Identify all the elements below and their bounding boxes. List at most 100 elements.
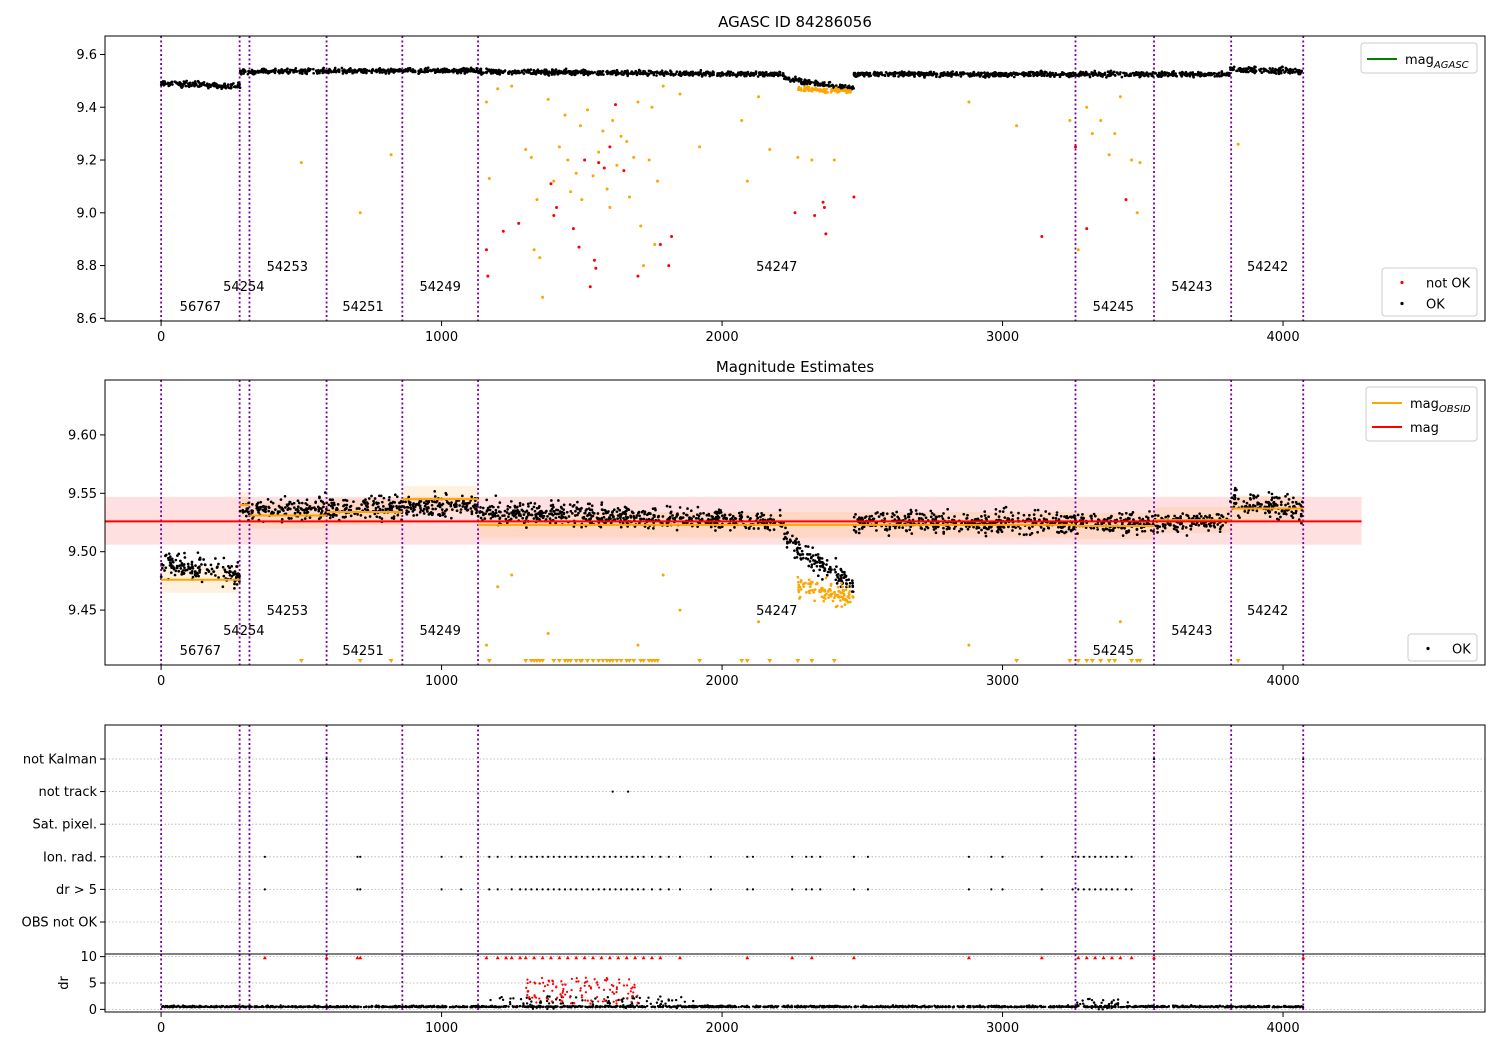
data-point [837, 579, 840, 583]
data-point [786, 77, 790, 81]
data-point [917, 516, 921, 520]
data-point [783, 532, 786, 536]
obsid-label: 54242 [1247, 604, 1288, 619]
data-point [398, 508, 401, 511]
data-point [639, 71, 643, 75]
data-point [1228, 74, 1231, 77]
data-point [1249, 69, 1252, 73]
data-point [806, 79, 810, 82]
data-point [940, 71, 943, 75]
data-point [1119, 516, 1122, 520]
lower-limit-marker [590, 659, 596, 663]
data-point [372, 502, 376, 505]
data-point [1274, 67, 1277, 71]
data-point [832, 158, 836, 162]
data-point [636, 274, 640, 278]
data-point [512, 71, 516, 75]
data-point [295, 69, 299, 73]
agasc-magnitude-panel: AGASC ID 84286056 5676754254542535425154… [76, 13, 1486, 345]
data-point [1110, 528, 1114, 532]
data-point [1125, 74, 1129, 77]
data-point [475, 66, 479, 70]
agasc-axes-frame [104, 35, 1486, 322]
data-point [556, 72, 560, 76]
data-point [190, 570, 194, 573]
data-point [894, 72, 897, 75]
data-point [941, 517, 945, 521]
data-point [389, 67, 393, 71]
data-point [1048, 71, 1052, 74]
data-point [1262, 67, 1266, 71]
data-point [433, 68, 437, 72]
data-point [571, 512, 574, 515]
data-point [573, 73, 576, 76]
data-point [647, 158, 651, 162]
data-point [522, 513, 526, 516]
data-point [1286, 492, 1289, 496]
data-point [1248, 503, 1252, 507]
data-point [759, 515, 762, 519]
data-point [967, 643, 971, 647]
data-point [1152, 530, 1155, 533]
data-point [848, 600, 852, 604]
data-point [458, 504, 461, 507]
legend-frame [1381, 267, 1478, 317]
data-point [1176, 525, 1179, 529]
data-point [498, 501, 502, 505]
data-point [308, 516, 312, 519]
data-point [1156, 514, 1160, 517]
data-point [1118, 620, 1122, 624]
data-point [844, 588, 848, 592]
data-point [212, 570, 215, 574]
data-point [183, 556, 187, 559]
data-point [554, 68, 558, 71]
data-point [170, 565, 174, 568]
data-point [464, 505, 468, 509]
data-point [488, 508, 492, 512]
data-point [697, 517, 700, 520]
data-point [455, 499, 458, 503]
data-point [1003, 516, 1007, 519]
data-point [562, 71, 565, 74]
data-point [552, 509, 556, 513]
data-point [1059, 529, 1063, 533]
data-point [834, 593, 837, 596]
data-point [624, 70, 628, 74]
data-point [503, 514, 506, 517]
data-point [1036, 71, 1040, 74]
data-point [533, 509, 537, 513]
data-point [665, 504, 669, 508]
data-point [1006, 517, 1010, 521]
data-point [433, 495, 437, 498]
data-point [959, 527, 963, 531]
data-point [1274, 502, 1278, 506]
data-point [896, 515, 900, 519]
data-point [276, 510, 280, 513]
data-point [810, 555, 813, 559]
data-point [385, 69, 389, 73]
data-point [678, 92, 682, 96]
data-point [183, 551, 186, 555]
data-point [1187, 516, 1191, 520]
data-point [1254, 69, 1258, 73]
data-point [177, 82, 181, 86]
data-point [549, 182, 553, 186]
data-point [616, 517, 619, 521]
data-point [922, 513, 926, 517]
data-point [1290, 510, 1294, 514]
data-point [824, 576, 828, 580]
data-point [1166, 522, 1170, 525]
data-point [806, 557, 810, 561]
data-point [258, 507, 262, 511]
data-point [1191, 73, 1194, 77]
data-point [447, 502, 451, 505]
data-point [877, 515, 881, 518]
data-point [1197, 523, 1201, 527]
data-point [359, 513, 363, 517]
data-point [987, 515, 990, 519]
data-point [928, 70, 932, 74]
data-point [235, 573, 238, 577]
data-point [785, 531, 789, 535]
data-point [692, 515, 695, 518]
data-point [602, 512, 605, 516]
